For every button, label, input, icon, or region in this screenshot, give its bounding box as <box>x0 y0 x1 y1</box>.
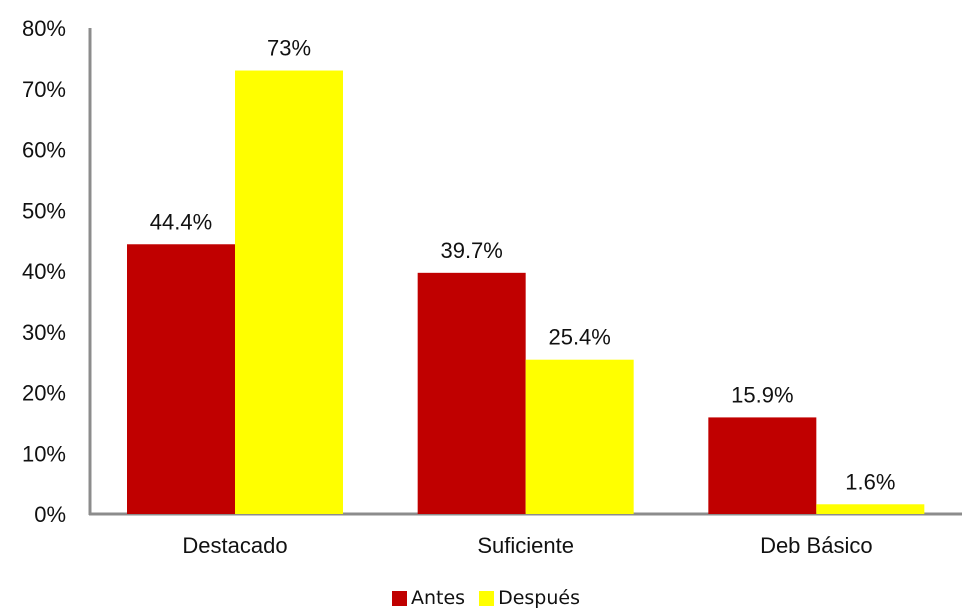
data-label: 25.4% <box>548 325 610 350</box>
y-tick-label: 30% <box>22 320 66 345</box>
x-category-label: Suficiente <box>477 533 574 558</box>
y-tick-label: 60% <box>22 138 66 163</box>
legend-label-despues: Después <box>498 587 580 609</box>
y-tick-label: 50% <box>22 198 66 223</box>
bar-despus-2 <box>816 504 925 514</box>
x-category-label: Deb Básico <box>760 533 873 558</box>
y-tick-label: 10% <box>22 441 66 466</box>
legend-label-antes: Antes <box>411 587 466 609</box>
data-label: 1.6% <box>845 469 895 494</box>
bar-despus-0 <box>235 70 343 515</box>
y-axis: 0% 10% 20% 30% 40% 50% 60% 70% 80% <box>22 16 92 527</box>
bar-antes-2 <box>708 417 817 514</box>
data-label: 73% <box>267 36 311 61</box>
bars <box>127 70 925 515</box>
y-tick-label: 20% <box>22 381 66 406</box>
legend: Antes Después <box>0 586 972 610</box>
data-labels: 44.4% 73% 39.7% 25.4% 15.9% 1.6% <box>150 36 896 495</box>
legend-swatch-antes <box>392 590 407 606</box>
y-tick-label: 0% <box>34 502 66 527</box>
bar-despus-1 <box>525 359 634 514</box>
y-tick-label: 80% <box>22 16 66 41</box>
y-tick-label: 70% <box>22 77 66 102</box>
legend-swatch-despues <box>479 590 495 606</box>
x-category-label: Destacado <box>182 533 287 558</box>
bar-antes-0 <box>127 244 235 514</box>
data-label: 15.9% <box>731 382 793 407</box>
y-tick-label: 40% <box>22 259 66 284</box>
legend-item-antes: Antes <box>392 587 465 609</box>
bar-chart: 0% 10% 20% 30% 40% 50% 60% 70% 80% Destacado Sufi… <box>22 16 962 558</box>
x-axis: Destacado Suficiente Deb Básico <box>89 512 962 558</box>
legend-item-despues: Después <box>479 587 580 609</box>
data-label: 39.7% <box>440 238 502 263</box>
data-label: 44.4% <box>150 209 212 234</box>
bar-antes-1 <box>417 272 526 514</box>
